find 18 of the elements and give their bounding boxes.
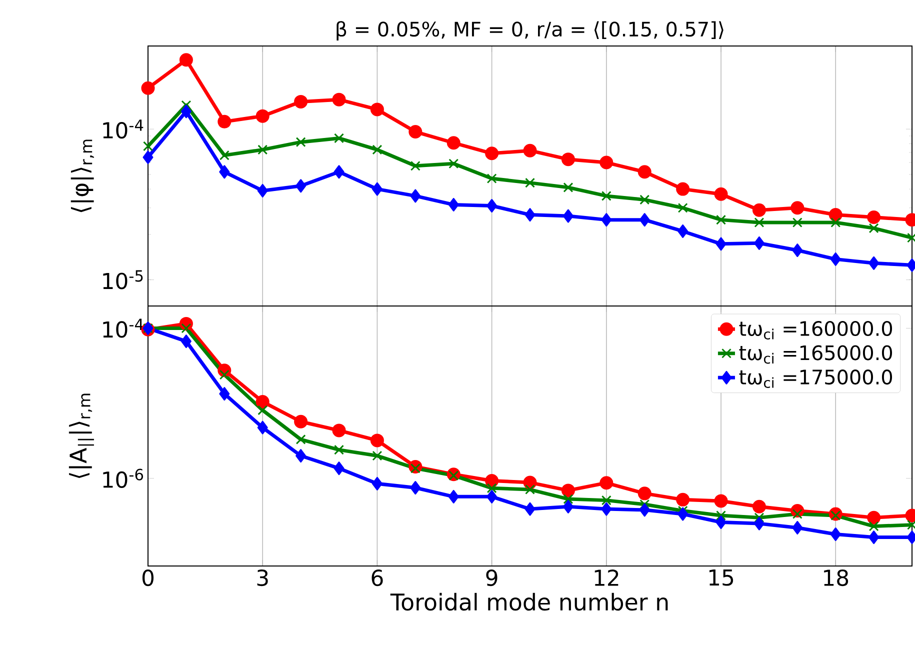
x-tick-label: 15	[709, 570, 734, 586]
x-tick-label: 12	[594, 570, 618, 586]
x-tick-label: 9	[486, 570, 498, 586]
y-tick-label: 10$^{-6}$	[103, 468, 144, 488]
x-tick-label: 18	[824, 570, 848, 586]
x-tick-label: 3	[257, 570, 268, 586]
y-axis-title: ⟨|A$_{||}$|⟩$_{r,m}$	[68, 394, 94, 478]
legend-label: tω$_{ci}$ =175000.0	[739, 370, 892, 388]
x-tick-label: 0	[142, 570, 154, 586]
legend-label: tω$_{ci}$ =165000.0	[739, 345, 892, 364]
y-tick-label: 10$^{-5}$	[103, 270, 143, 290]
y-tick-label: 10$^{-4}$	[103, 120, 144, 139]
y-tick-label: 10$^{-4}$	[103, 318, 144, 338]
chart-title: β = 0.05%, MF = 0, r/a = ⟨[0.15, 0.57]⟩	[336, 21, 724, 40]
x-tick-label: 6	[372, 570, 383, 586]
x-axis-title: Toroidal mode number n	[390, 592, 668, 611]
legend-label: tω$_{ci}$ =160000.0	[739, 320, 892, 340]
y-axis-title: ⟨|φ|⟩$_{r,m}$	[70, 140, 94, 212]
